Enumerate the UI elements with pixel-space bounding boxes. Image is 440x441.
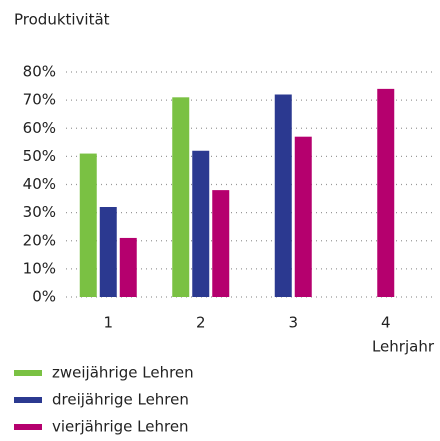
y-tick-label: 40% bbox=[23, 175, 56, 193]
legend-swatch bbox=[14, 370, 42, 376]
legend-label: zweijährige Lehren bbox=[52, 364, 194, 382]
legend-swatch bbox=[14, 424, 42, 430]
bar bbox=[192, 150, 210, 297]
bar bbox=[119, 237, 137, 297]
bar bbox=[172, 97, 190, 297]
legend-swatch bbox=[14, 397, 42, 403]
legend-label: vierjährige Lehren bbox=[52, 418, 189, 436]
x-tick-label: 2 bbox=[196, 314, 206, 332]
x-tick-label: 4 bbox=[381, 314, 391, 332]
y-tick-label: 20% bbox=[23, 231, 56, 249]
x-tick-label: 3 bbox=[288, 314, 298, 332]
bar bbox=[99, 207, 117, 297]
x-axis-label: Lehrjahr bbox=[372, 338, 435, 356]
bar bbox=[377, 88, 395, 297]
y-axis-label: Produktivität bbox=[14, 11, 110, 29]
y-tick-label: 80% bbox=[23, 63, 56, 81]
y-tick-label: 50% bbox=[23, 147, 56, 165]
y-tick-label: 10% bbox=[23, 259, 56, 277]
bar bbox=[79, 153, 97, 297]
bar bbox=[274, 94, 292, 297]
bar bbox=[212, 190, 230, 297]
y-tick-label: 0% bbox=[32, 288, 56, 306]
x-tick-label: 1 bbox=[103, 314, 113, 332]
y-tick-label: 30% bbox=[23, 203, 56, 221]
legend-label: dreijährige Lehren bbox=[52, 391, 189, 409]
y-tick-label: 60% bbox=[23, 119, 56, 137]
y-tick-label: 70% bbox=[23, 91, 56, 109]
bar bbox=[294, 136, 312, 297]
